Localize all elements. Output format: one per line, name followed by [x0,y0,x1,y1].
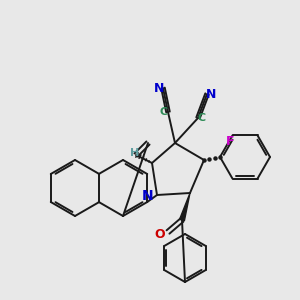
Text: C: C [198,113,206,123]
Text: N: N [154,82,164,94]
Text: F: F [226,135,235,148]
Polygon shape [180,193,190,221]
Text: N: N [206,88,216,100]
Text: O: O [155,227,165,241]
Text: N: N [142,189,154,203]
Text: C: C [160,107,168,117]
Text: H: H [130,148,140,158]
